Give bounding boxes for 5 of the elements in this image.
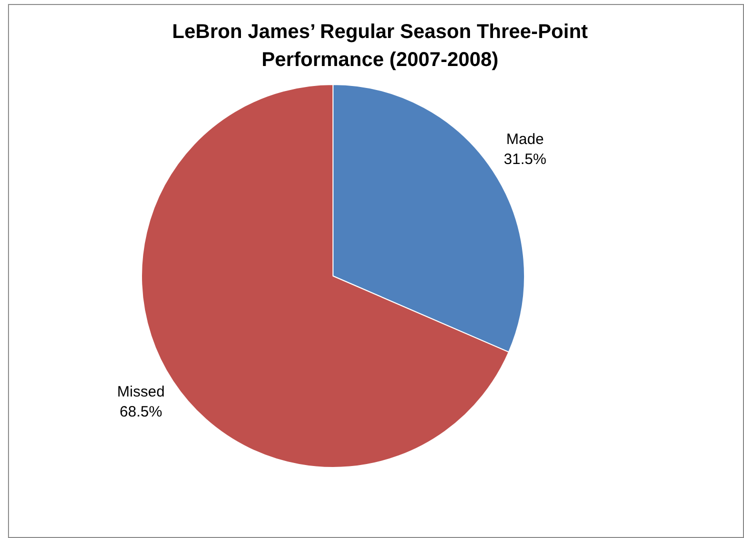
chart-title: LeBron James’ Regular Season Three-Point Performance (2007-2008) — [171, 20, 589, 73]
slice-label: Missed — [117, 383, 165, 400]
data-label: 31.5% — [504, 150, 546, 168]
data-label: 68.5% — [120, 403, 162, 420]
slice-label: Made — [506, 130, 544, 148]
